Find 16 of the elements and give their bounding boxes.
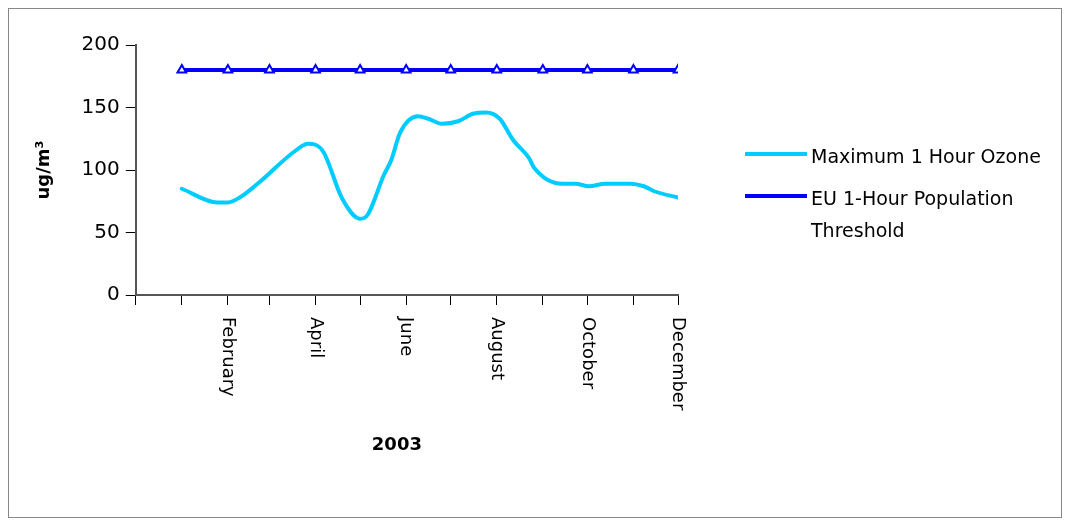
x-tick-label: October (578, 317, 600, 390)
y-tick-label: 150 (81, 93, 120, 118)
line-series (179, 110, 678, 221)
x-tick-label: June (397, 316, 419, 357)
x-tick-label: April (306, 317, 328, 359)
legend-label: Maximum 1 Hour Ozone (811, 144, 1041, 169)
x-tick-label: December (669, 317, 691, 411)
y-axis-title: ug/m³ (32, 140, 54, 200)
y-tick-label: 100 (81, 156, 120, 181)
x-axis-title: 2003 (371, 432, 422, 454)
y-tick-label: 200 (81, 31, 120, 56)
x-tick-label: February (219, 317, 241, 398)
y-tick-label: 50 (94, 218, 120, 243)
legend-label: EU 1-Hour Population Threshold (811, 186, 1015, 243)
x-tick-label: August (488, 317, 510, 380)
y-tick-label: 0 (107, 281, 120, 306)
